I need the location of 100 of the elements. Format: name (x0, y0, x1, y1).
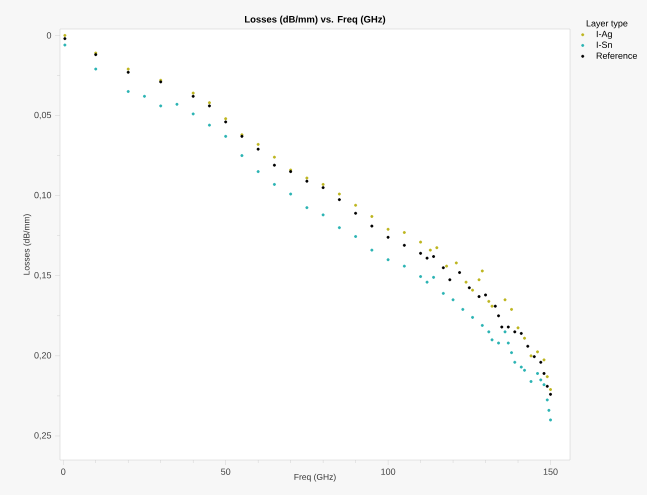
point (526, 344, 530, 348)
point (471, 316, 474, 319)
point (445, 264, 448, 268)
legend-title: Layer type (586, 20, 628, 28)
x-tick-label: 150 (544, 468, 558, 475)
point (513, 330, 516, 334)
point (520, 366, 523, 369)
point (386, 258, 390, 262)
x-tick-label: 100 (381, 468, 396, 475)
point (546, 398, 549, 402)
point (192, 92, 195, 95)
point (63, 34, 66, 37)
point (63, 37, 66, 40)
point (458, 271, 462, 274)
point (419, 252, 422, 255)
point (256, 148, 260, 151)
point (454, 261, 458, 264)
point (142, 94, 146, 98)
point (500, 326, 504, 329)
point (386, 236, 390, 239)
point (520, 332, 523, 335)
y-tick-label: 0,10 (34, 192, 52, 200)
point (516, 326, 520, 330)
point (305, 180, 308, 183)
point (539, 360, 542, 364)
y-tick-label: 0,20 (34, 352, 52, 360)
point (487, 330, 490, 334)
point (510, 351, 514, 354)
point (402, 244, 406, 247)
point (542, 372, 546, 375)
point (370, 248, 374, 252)
point (547, 408, 550, 412)
point (289, 192, 292, 196)
point (536, 350, 540, 354)
point (240, 154, 244, 158)
point (546, 375, 549, 378)
point (305, 176, 308, 180)
point (305, 206, 308, 210)
point (354, 212, 358, 215)
point (208, 124, 211, 127)
point (224, 134, 228, 138)
point (497, 342, 500, 345)
point (386, 228, 390, 231)
point (513, 360, 516, 364)
point (539, 378, 542, 382)
y-tick-label: 0,25 (34, 432, 52, 440)
point (504, 330, 507, 334)
point (338, 198, 341, 202)
point (256, 142, 260, 146)
legend-label: I-Sn (596, 42, 612, 48)
point (126, 68, 130, 71)
point (322, 213, 325, 216)
point (530, 354, 533, 358)
x-tick-label: 50 (221, 468, 230, 475)
point (549, 392, 552, 396)
point (63, 44, 66, 47)
point (354, 204, 358, 207)
point (192, 112, 195, 116)
point (426, 256, 429, 260)
point (126, 70, 130, 74)
point (490, 304, 494, 308)
point (471, 288, 474, 292)
point (478, 295, 481, 298)
point (523, 336, 526, 340)
point (510, 308, 514, 311)
point (126, 90, 130, 93)
point (480, 269, 484, 272)
point (426, 280, 429, 284)
point (338, 192, 341, 196)
point (494, 304, 497, 308)
y-tick-label: 0,05 (34, 112, 52, 120)
point (546, 384, 549, 388)
point (338, 226, 341, 230)
point (497, 314, 500, 318)
point (487, 300, 490, 303)
x-tick-label: 0 (61, 468, 66, 475)
point (464, 280, 468, 284)
point (442, 292, 445, 295)
point (256, 170, 260, 174)
point (452, 298, 455, 302)
point (468, 286, 471, 290)
point (435, 246, 438, 250)
point (322, 186, 325, 190)
point (542, 358, 546, 362)
point (272, 156, 276, 159)
point (432, 276, 436, 279)
point (402, 264, 406, 268)
point (484, 293, 488, 296)
point (208, 101, 211, 104)
legend-label: Reference (596, 52, 637, 59)
point (506, 342, 510, 345)
point (272, 164, 276, 167)
point (461, 308, 464, 311)
point (354, 234, 358, 238)
point (432, 255, 436, 258)
chart-title: Losses (dB/mm) vs. Freq (GHz) (245, 16, 386, 25)
y-axis-title: Losses (dB/mm) (23, 214, 32, 275)
point (523, 368, 526, 372)
point (272, 182, 276, 186)
legend-label: I-Ag (596, 30, 612, 39)
